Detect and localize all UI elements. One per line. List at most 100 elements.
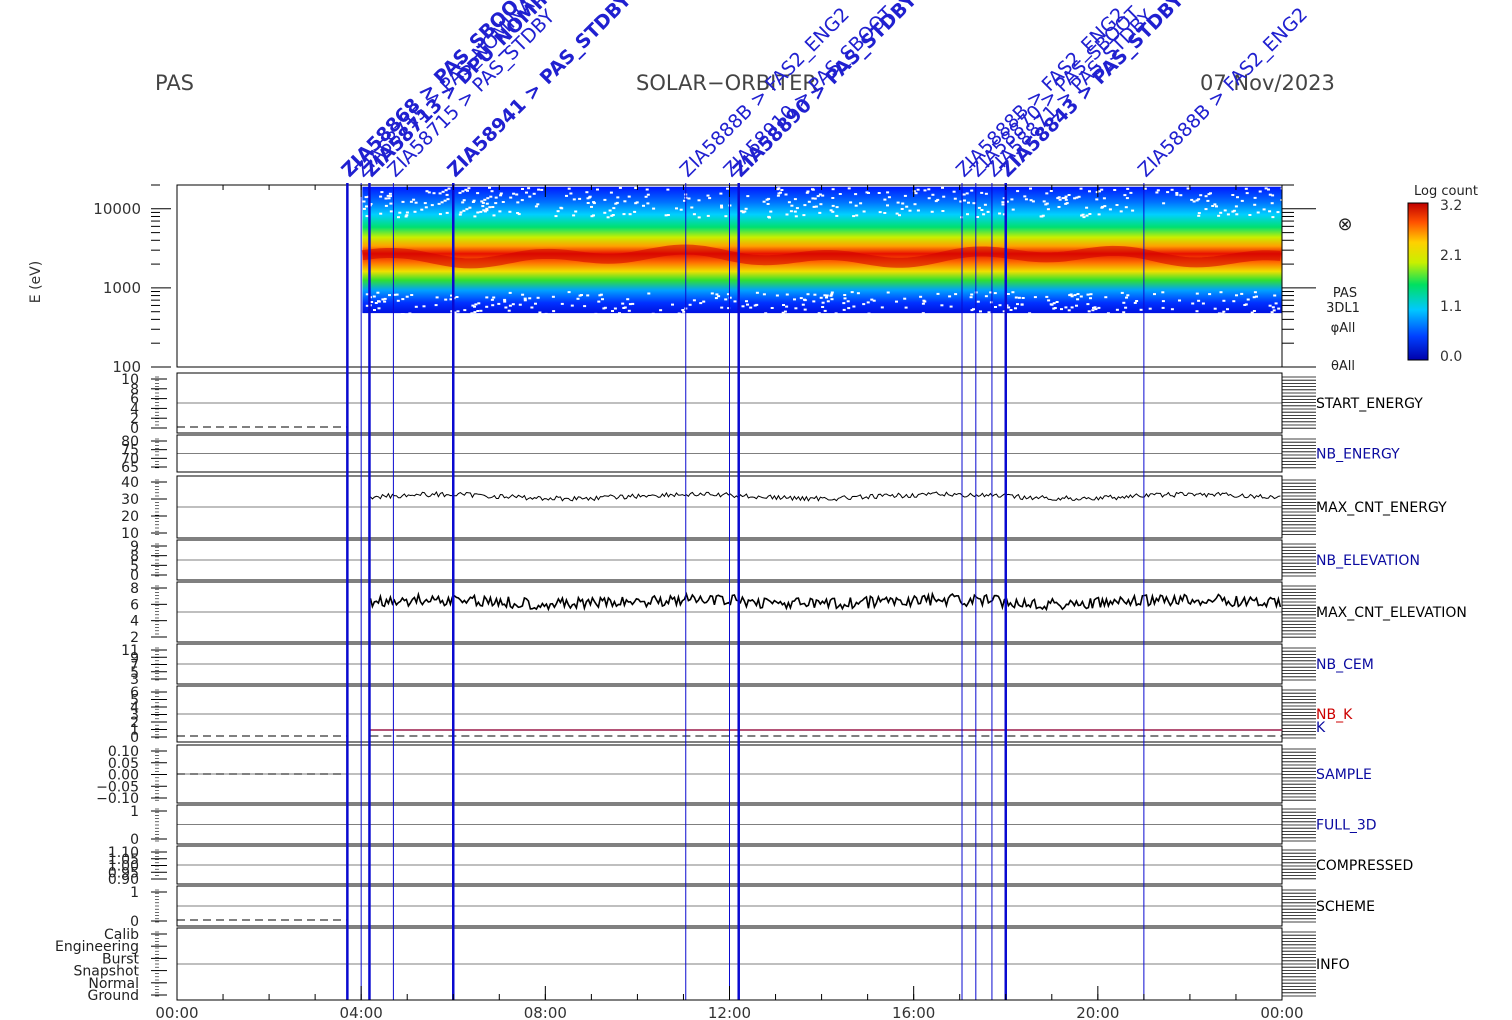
panel-trace xyxy=(369,591,1282,612)
panel-ytick: 1 xyxy=(130,804,139,820)
spectrogram: 10000 1000 100 xyxy=(93,184,1316,376)
panel-ytick: 10 xyxy=(121,526,139,542)
panel-compressed: 1.101.051.000.950.90 COMPRESSED xyxy=(108,845,1413,888)
panel-ytick: 1.10 xyxy=(108,845,139,861)
panel-ytick: 0.10 xyxy=(108,744,139,760)
panel-ytick: 5 xyxy=(130,665,139,681)
panel-ytick: 30 xyxy=(121,492,139,508)
panel-ytick: 4 xyxy=(130,614,139,630)
colorbar-tick: 1.1 xyxy=(1440,299,1462,315)
panel-ytick: 65 xyxy=(121,460,139,476)
panel-label: SCHEME xyxy=(1316,899,1375,915)
panel-ytick: 0.00 xyxy=(108,768,139,784)
panel-ytick: 40 xyxy=(121,475,139,491)
side-label-phi: φAll xyxy=(1331,321,1356,336)
panel-ytick: Normal xyxy=(88,976,139,992)
panel-label: MAX_CNT_ENERGY xyxy=(1316,500,1447,516)
panel-label: MAX_CNT_ELEVATION xyxy=(1316,605,1467,621)
colorbar-scale xyxy=(1407,202,1429,361)
panel-label-secondary: K xyxy=(1316,720,1326,736)
mission-label: SOLAR−ORBITER xyxy=(636,71,817,95)
side-label-product: 3DL1 xyxy=(1326,301,1360,316)
time-axis: 00:00 04:00 08:00 12:00 16:00 20:00 00:00 xyxy=(155,185,1304,1020)
instrument-label: PAS xyxy=(155,71,194,95)
panel-ytick: 6 xyxy=(130,392,139,408)
panel-ytick: 8 xyxy=(130,581,139,597)
side-label-theta: θAll xyxy=(1331,359,1355,374)
spectrogram-ylabel: E (eV) xyxy=(28,261,44,303)
colorbar-tick: 3.2 xyxy=(1440,198,1462,214)
panel-ytick: 0 xyxy=(130,914,139,930)
panel-ytick: 0.90 xyxy=(108,872,139,888)
panel-ytick: 20 xyxy=(121,509,139,525)
panel-ytick: Burst xyxy=(102,951,140,967)
panel-ytick: 75 xyxy=(121,443,139,459)
panel-ytick: Ground xyxy=(88,988,140,1004)
side-label-instrument: PAS xyxy=(1333,286,1357,301)
colorbar-title: Log count xyxy=(1414,184,1478,199)
panel-info: CalibEngineeringBurstSnapshotNormalGroun… xyxy=(55,927,1350,1004)
panel-ytick: 8 xyxy=(130,382,139,398)
parameter-panels: 1086420START_ENERGY80757065NB_ENERGY4030… xyxy=(55,372,1467,1004)
spectrogram-ytick: 10000 xyxy=(93,200,141,218)
panel-trace xyxy=(370,490,1281,502)
panel-label: FULL_3D xyxy=(1316,818,1377,834)
panel-scheme: 1 0 SCHEME xyxy=(130,885,1375,930)
colorbar-tick: 2.1 xyxy=(1440,248,1462,264)
spectrogram-ytick: 1000 xyxy=(103,279,141,297)
time-tick-label: 12:00 xyxy=(708,1004,751,1020)
panel-ytick: 2 xyxy=(130,411,139,427)
time-tick-label: 00:00 xyxy=(1260,1004,1303,1020)
panel-ytick: 10 xyxy=(121,372,139,388)
time-tick-label: 00:00 xyxy=(155,1004,198,1020)
panel-label: SAMPLE xyxy=(1316,767,1372,783)
time-tick-label: 04:00 xyxy=(340,1004,383,1020)
panel-label: START_ENERGY xyxy=(1316,396,1423,412)
panel-ytick: 2 xyxy=(130,630,139,646)
panel-ytick: 5 xyxy=(130,693,139,709)
panel-ytick: 11 xyxy=(121,643,139,659)
panel-ytick: −0.10 xyxy=(96,791,139,807)
panel-ytick: Calib xyxy=(104,927,139,943)
panel-ytick: −0.05 xyxy=(96,779,139,795)
panel-ytick: 6 xyxy=(130,597,139,613)
panel-ytick: 80 xyxy=(121,434,139,450)
time-tick-label: 16:00 xyxy=(892,1004,935,1020)
panel-ytick: 70 xyxy=(121,451,139,467)
date-label: 07 Nov/2023 xyxy=(1200,71,1335,95)
panel-ytick: 1.05 xyxy=(108,852,139,868)
colorbar-tick: 0.0 xyxy=(1440,349,1462,365)
spectrogram-ytick: 100 xyxy=(112,358,141,376)
panel-ytick: Engineering xyxy=(55,939,139,955)
panel-label: NB_CEM xyxy=(1316,657,1374,673)
panel-ytick: 0 xyxy=(130,421,139,437)
panel-ytick: 9 xyxy=(130,539,139,555)
time-tick-label: 08:00 xyxy=(524,1004,567,1020)
panel-ytick: 4 xyxy=(130,700,139,716)
panel-label: NB_ELEVATION xyxy=(1316,553,1420,569)
panel-ytick: 2 xyxy=(130,715,139,731)
panel-ytick: 0.95 xyxy=(108,865,139,881)
time-tick-label: 20:00 xyxy=(1076,1004,1119,1020)
panel-label: NB_K xyxy=(1316,707,1353,723)
panel-ytick: 0 xyxy=(130,730,139,746)
panel-ytick: 1.00 xyxy=(108,859,139,875)
panel-ytick: 8 xyxy=(130,549,139,565)
panel-full-3d: 1 0 FULL_3D xyxy=(130,804,1377,848)
panel-ytick: 5 xyxy=(130,558,139,574)
colorbar: Log count 3.2 2.1 1.1 0.0 xyxy=(1407,184,1478,365)
panel-ytick: 9 xyxy=(130,650,139,666)
panel-sample: 0.100.050.00−0.05−0.10 SAMPLE xyxy=(96,744,1372,807)
panel-ytick: 0.05 xyxy=(108,756,139,772)
panel-ytick: 0 xyxy=(130,832,139,848)
panel-ytick: 3 xyxy=(130,708,139,724)
panel-ytick: 7 xyxy=(130,658,139,674)
